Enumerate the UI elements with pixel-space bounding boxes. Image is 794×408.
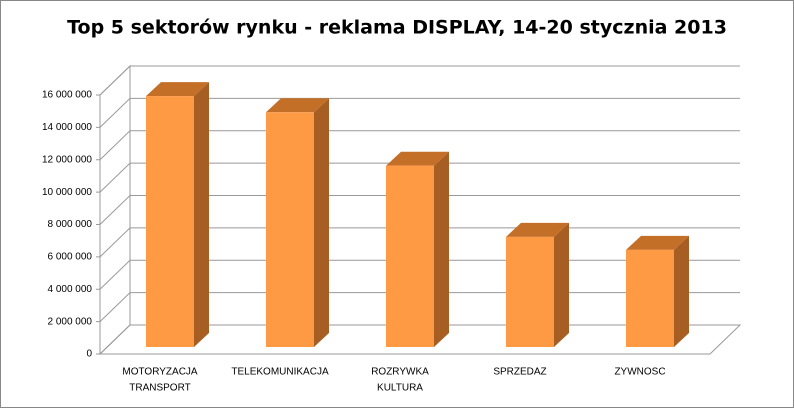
y-tick-label: 12 000 000 [42,154,92,165]
y-tick-label: 0 [86,349,92,360]
x-tick-label: SPRZEDAZ [493,367,546,378]
grid-line [99,65,740,96]
bar-top [506,222,569,237]
bar [626,235,689,347]
y-tick-label: 6 000 000 [48,252,93,263]
bar-side [434,151,449,347]
grid-line [99,130,740,161]
bar-front [146,96,194,347]
x-tick-label: KULTURA [377,383,423,394]
bar-top [386,151,449,166]
bar-front [266,112,314,347]
x-tick-label: TELEKOMUNIKACJA [231,367,329,378]
bar-side [554,222,569,347]
y-tick-label: 10 000 000 [42,187,92,198]
bar-side [674,235,689,347]
grid-line [99,97,740,128]
grid-line [99,195,740,225]
y-tick-label: 16 000 000 [42,90,92,101]
bar-front [386,165,434,347]
bar [386,151,449,347]
bar-side [194,82,209,347]
chart-title: Top 5 sektorów rynku - reklama DISPLAY, … [67,17,727,39]
y-tick-label: 4 000 000 [48,284,93,295]
bar-side [314,98,329,347]
bar-front [626,249,674,347]
bar [506,222,569,347]
bar-front [506,236,554,347]
x-tick-label: ZYWNOSC [614,367,665,378]
grid-line [99,162,740,193]
x-tick-label: TRANSPORT [129,383,191,394]
y-tick-label: 14 000 000 [42,122,92,133]
x-tick-label: MOTORYZACJA [122,367,198,378]
x-tick-label: ROZRYWKA [371,367,429,378]
bar [146,82,209,347]
y-tick-label: 2 000 000 [48,316,93,327]
bar-top [266,98,329,113]
bar-top [626,235,689,250]
bar [266,98,329,347]
y-tick-label: 8 000 000 [48,219,93,230]
bar-top [146,82,209,97]
